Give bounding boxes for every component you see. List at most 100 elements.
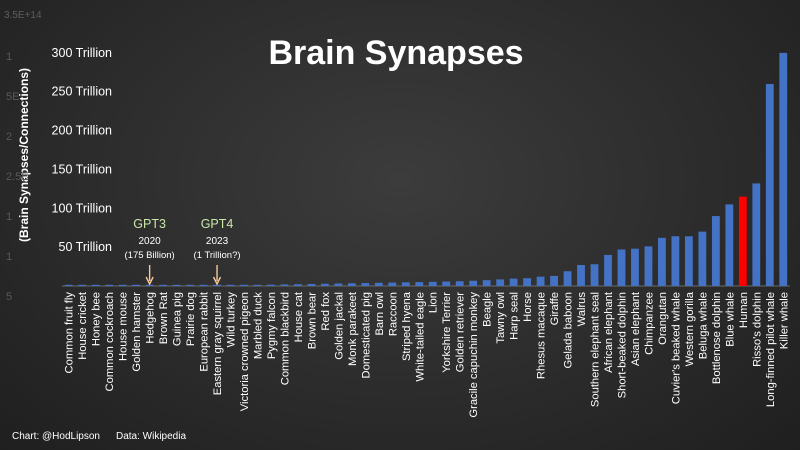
bar (307, 283, 316, 286)
x-tick-label: Victoria crowned pigeon (239, 292, 251, 411)
annotation-year: 2020 (139, 236, 162, 247)
bar (779, 52, 788, 286)
data-source: Data: Wikipedia (116, 431, 186, 442)
x-tick-label: Golden hamster (131, 292, 143, 372)
bar (590, 264, 599, 286)
bar (604, 254, 612, 286)
gpt-annotation: GPT4 2023 (1 Trillion?) (194, 217, 241, 286)
bar (91, 284, 100, 286)
bar (267, 284, 275, 286)
bar (644, 246, 653, 286)
bars (64, 52, 788, 286)
annotation-label: GPT3 (133, 217, 166, 231)
bar (388, 282, 397, 286)
bar (428, 281, 437, 286)
bar (78, 284, 87, 286)
x-tick-label: Southern elephant seal (590, 292, 602, 407)
x-tick-label: Wild turkey (226, 292, 238, 348)
x-tick-label: Risso's dolphin (751, 292, 763, 367)
x-tick-label: Common fruit fly (64, 292, 76, 374)
y-tick-label: 3.5E+14 (4, 10, 42, 21)
x-tick-label: Marbled duck (252, 292, 264, 360)
bar (455, 281, 464, 286)
x-tick-label: Beluga whale (697, 292, 709, 359)
x-tick-label: Prairie dog (185, 292, 197, 346)
bar (631, 248, 639, 286)
annotation-arrow-head (145, 276, 154, 286)
bar (442, 281, 451, 286)
x-tick-label: Pygmy falcon (266, 292, 278, 359)
ghost-tick-label: 5E (6, 91, 19, 103)
x-tick-label: Chimpanzee (643, 292, 655, 355)
annotations: GPT3 2020 (175 Billion) GPT4 2023 (1 Trillion… (125, 217, 241, 286)
bar (415, 282, 424, 286)
ghost-tick-label: 1 (6, 51, 12, 63)
bar (118, 284, 127, 286)
ghost-tick-label: 2 (6, 131, 12, 143)
x-tick-label: Blue whale (724, 292, 736, 347)
x-tick-label: House cricket (77, 291, 89, 360)
bar (563, 271, 572, 286)
bar (294, 284, 302, 286)
annotation-label: GPT4 (201, 217, 234, 231)
x-tick-label: Brown bear (306, 292, 318, 349)
x-tick-label: Hedgehog (145, 292, 157, 344)
bar (658, 237, 666, 286)
x-tick-label: House cat (293, 291, 305, 342)
x-tick-label: Yorkshire Terrier (441, 292, 453, 373)
ghost-tick-label: 1 (6, 251, 12, 263)
bar (159, 284, 168, 286)
y-tick-label: 50 Trillion (59, 240, 113, 254)
ghost-tick-label: 1 (6, 211, 12, 223)
bar (361, 283, 370, 286)
x-tick-label: Long-finned pilot whale (765, 292, 777, 407)
x-tick-label: Common cockroach (104, 292, 116, 391)
x-tick-label: African elephant (603, 291, 615, 373)
y-tick-label: 150 Trillion (52, 162, 112, 176)
x-tick-label: Gelada baboon (563, 292, 575, 369)
annotation-arrow-head (212, 276, 222, 286)
x-tick-label: Giraffe (549, 292, 561, 325)
bar (226, 284, 235, 286)
bar (550, 275, 558, 286)
x-tick-label: Domesticated pig (360, 292, 372, 378)
x-tick-label: Golden retriever (455, 292, 467, 372)
bar (509, 278, 518, 286)
x-tick-label: House mouse (118, 292, 130, 361)
x-tick-label: Common blackbird (279, 292, 291, 385)
bar (523, 278, 532, 286)
bar (711, 216, 720, 286)
bar (172, 284, 181, 286)
x-tick-label: Human (738, 292, 750, 328)
y-axis-label: (Brain Synapses/Connections) (17, 68, 31, 242)
x-tick-label: Rhesus macaque (536, 292, 548, 379)
y-tick-labels: 50 Trillion 100 Trillion 150 Trillion 200 T… (4, 10, 112, 254)
bar (684, 236, 693, 286)
bar (577, 265, 585, 286)
x-tick-label: Barn owl (374, 292, 386, 336)
ghost-tick-label: 5 (6, 291, 12, 303)
x-tick-label: Gracile capuchin monkey (468, 292, 480, 418)
ghost-tick-label: 2.5E (6, 171, 29, 183)
y-tick-label: 200 Trillion (52, 124, 112, 138)
bar (64, 284, 73, 286)
bar (132, 284, 141, 286)
bar (186, 284, 194, 286)
bar (401, 282, 410, 286)
x-tick-label: Walrus (576, 292, 588, 327)
bar (482, 280, 491, 286)
bar (105, 284, 114, 286)
x-tick-label: Striped hyena (401, 291, 413, 361)
x-tick-label: Golden jackal (333, 292, 345, 360)
x-tick-label: Eastern gray squirrel (212, 292, 224, 395)
x-tick-label: Red fox (320, 292, 332, 331)
x-tick-label: Beagle (482, 292, 494, 327)
bar (253, 284, 262, 286)
x-tick-label: Killer whale (778, 292, 790, 349)
x-tick-label: Cuvier's beaked whale (670, 292, 682, 404)
bar (496, 279, 505, 286)
y-tick-label: 250 Trillion (52, 85, 112, 99)
x-tick-label: Harp seal (509, 292, 521, 340)
x-tick-label: Monk parakeet (347, 291, 359, 366)
x-tick-label: Tawny owl (495, 292, 507, 344)
